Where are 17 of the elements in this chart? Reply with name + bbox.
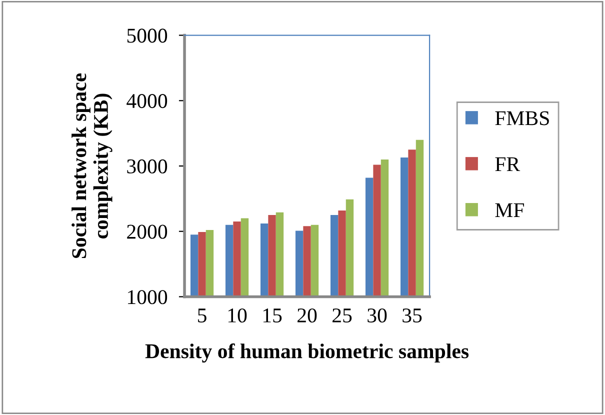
legend-label: MF [495,203,524,217]
y-tick-label: 5000 [127,28,168,43]
x-tick-label: 20 [298,308,317,322]
x-tick-label: 35 [402,308,422,322]
legend-label: FMBS [495,111,549,126]
legend-label: FR [495,157,520,172]
y-tick-label: 1000 [128,290,168,304]
x-axis-title: Density of human biometric samples [145,343,469,363]
x-tick-label: 30 [368,308,387,322]
y-axis-title: Social network space complexity (KB) [72,73,112,258]
y-tick-label: 2000 [127,224,168,239]
x-tick-label: 10 [228,308,247,322]
y-tick-label: 3000 [127,159,168,174]
x-tick-label: 25 [332,308,352,322]
x-tick-label: 5 [198,308,206,322]
y-tick-label: 4000 [126,94,168,108]
x-tick-label: 15 [263,308,282,322]
